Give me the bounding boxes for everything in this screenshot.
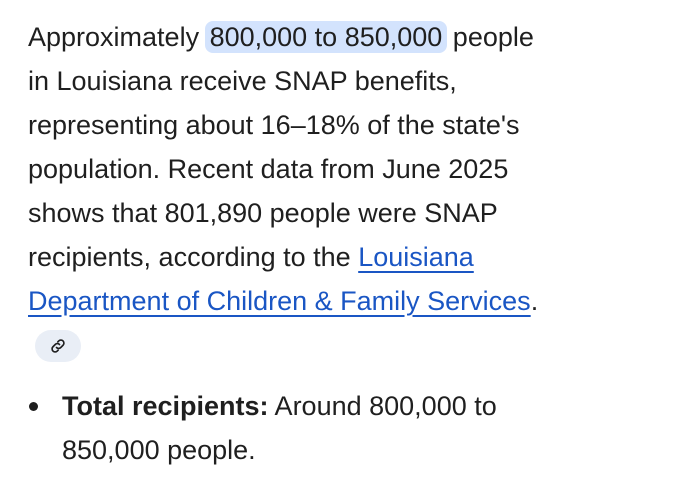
text: population. Recent data from June 2025 xyxy=(28,154,509,184)
text: in Louisiana receive SNAP benefits, xyxy=(28,66,457,96)
text-line: Total recipients: Around 800,000 to xyxy=(62,384,497,428)
text-line: recipients, according to the Louisiana xyxy=(28,235,668,279)
bullet-text: Total recipients: Around 800,000 to 850,… xyxy=(62,384,497,472)
text: people xyxy=(445,22,534,52)
link-icon xyxy=(51,339,65,353)
text-line: shows that 801,890 people were SNAP xyxy=(28,191,668,235)
text-line: 850,000 people. xyxy=(62,428,497,472)
link-chip[interactable] xyxy=(35,330,81,362)
text: recipients, according to the xyxy=(28,242,359,272)
source-link[interactable]: Louisiana xyxy=(358,242,474,272)
text-line: Department of Children & Family Services… xyxy=(28,279,668,323)
text-line: Approximately 800,000 to 850,000 people xyxy=(28,15,668,59)
text-line: in Louisiana receive SNAP benefits, xyxy=(28,59,668,103)
answer-paragraph: Approximately 800,000 to 850,000 people … xyxy=(28,15,668,323)
text: Around 800,000 to xyxy=(268,391,497,421)
text: . xyxy=(530,286,539,316)
source-link[interactable]: Department of Children & Family Services xyxy=(28,286,531,316)
text: Approximately xyxy=(28,22,207,52)
text: representing about 16–18% of the state's xyxy=(28,110,520,140)
text-line: representing about 16–18% of the state's xyxy=(28,103,668,147)
bullet-dot xyxy=(29,402,38,411)
bullet-label: Total recipients: xyxy=(62,391,269,421)
text: shows that 801,890 people were SNAP xyxy=(28,198,498,228)
text: 850,000 people. xyxy=(62,435,256,465)
text-line: population. Recent data from June 2025 xyxy=(28,147,668,191)
highlight: 800,000 to 850,000 xyxy=(204,21,448,53)
